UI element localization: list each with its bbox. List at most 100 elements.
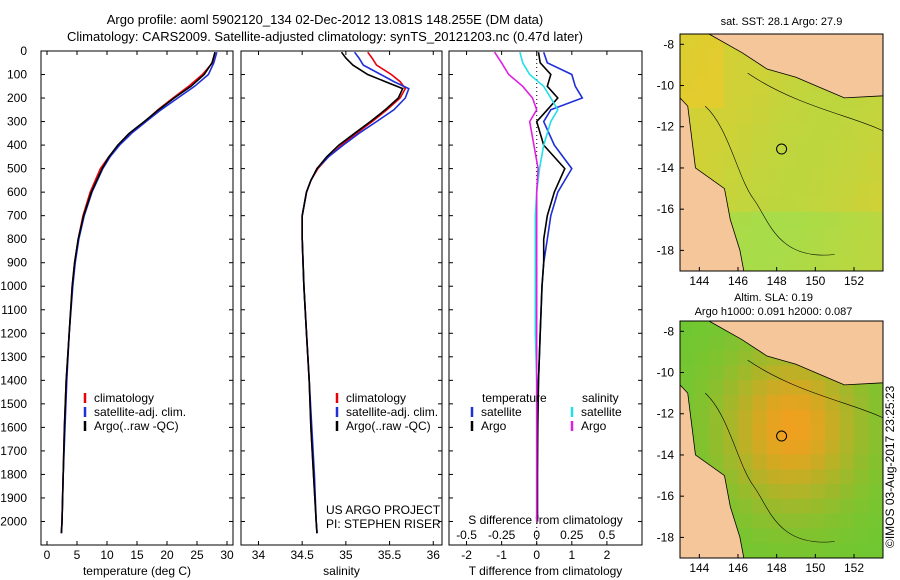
sea-cell (854, 483, 869, 500)
sea-cell (752, 528, 768, 544)
sea-cell (839, 543, 855, 559)
sea-cell (738, 350, 753, 366)
sea-cell (796, 483, 811, 500)
sea-cell (810, 93, 826, 109)
sea-cell (810, 395, 826, 411)
sea-cell (796, 528, 811, 544)
sea-cell (752, 256, 768, 272)
sea-cell (781, 365, 797, 381)
sea-cell (767, 528, 782, 544)
sea-cell (752, 241, 768, 257)
series-argo-raw-qc- (301, 51, 404, 534)
sea-cell (825, 498, 840, 515)
legend-entry: Argo(..raw -QC) (94, 419, 179, 433)
sea-cell (868, 122, 884, 139)
sea-cell (738, 137, 753, 153)
sea-cell (796, 424, 811, 440)
lat-tick-label: -8 (663, 324, 674, 338)
s-tick-label: 0.25 (560, 528, 584, 542)
sea-cell (694, 108, 710, 124)
lon-tick-label: 150 (805, 561, 825, 575)
sea-cell (854, 196, 869, 213)
x-tick-label: 5 (74, 548, 81, 562)
sea-cell (796, 409, 811, 426)
sea-cell (752, 498, 768, 515)
x-tick-label: 30 (220, 548, 234, 562)
figure-title-line-1: Argo profile: aoml 5902120_134 02-Dec-20… (106, 12, 544, 27)
sea-cell (825, 167, 840, 183)
difference-panel: -2 -1 0 1 2 T difference from climatology -0.5… (448, 50, 643, 578)
sea-cell (781, 226, 797, 242)
sea-cell (767, 424, 782, 440)
sea-cell (868, 241, 884, 257)
sea-cell (810, 182, 826, 198)
sea-cell (709, 108, 724, 124)
sea-cell (709, 137, 724, 153)
sea-cell (854, 528, 869, 544)
sea-cell (723, 122, 739, 139)
sea-cell (738, 513, 753, 529)
sea-cell (752, 93, 768, 109)
sea-cell (752, 469, 768, 485)
sea-cell (767, 380, 782, 396)
sea-cell (767, 365, 782, 381)
sea-cell (854, 241, 869, 257)
depth-tick-label: 1000 (0, 279, 27, 293)
difference-frame (448, 50, 643, 546)
lat-tick-label: -12 (657, 120, 675, 134)
x-tick-label: 0 (533, 548, 540, 562)
sea-cell (810, 196, 826, 213)
sst_map-panel: 144 146 148 150 152 -8 -10 -12 -14 -16 -18 sat. SST… (657, 16, 884, 288)
sea-cell (694, 48, 710, 65)
sea-cell (781, 137, 797, 153)
sea-cell (738, 122, 753, 139)
depth-tick-label: 300 (7, 115, 27, 129)
sea-cell (825, 409, 840, 426)
sea-cell (694, 424, 710, 440)
sea-cell (767, 78, 782, 94)
x-tick-label: 1 (568, 548, 575, 562)
sea-cell (680, 335, 695, 352)
sea-cell (723, 350, 739, 366)
sla-map-subtitle: Argo h1000: 0.091 h2000: 0.087 (695, 306, 853, 318)
sea-cell (839, 196, 855, 213)
depth-contour (747, 359, 884, 419)
sea-cell (694, 395, 710, 411)
sea-cell (680, 48, 695, 65)
sea-cell (796, 122, 811, 139)
sea-cell (796, 108, 811, 124)
depth-tick-label: 400 (7, 138, 27, 152)
sea-cell (868, 211, 884, 228)
sea-cell (868, 483, 884, 500)
sea-cell (738, 182, 753, 198)
sea-cell (868, 380, 884, 396)
sst-map-title: sat. SST: 28.1 Argo: 27.9 (721, 16, 843, 28)
sea-cell (709, 48, 724, 65)
sea-cell (796, 380, 811, 396)
sea-cell (810, 241, 826, 257)
sea-cell (694, 350, 710, 366)
sea-cell (854, 226, 869, 242)
sea-cell (781, 469, 797, 485)
sea-cell (738, 409, 753, 426)
lat-tick-label: -12 (657, 407, 675, 421)
sea-cell (723, 182, 739, 198)
sea-cell (738, 528, 753, 544)
sea-cell (781, 108, 797, 124)
map-frame (679, 33, 884, 272)
sea-cell (839, 182, 855, 198)
lat-tick-label: -18 (657, 530, 675, 544)
sea-cell (825, 226, 840, 242)
sea-cell (709, 122, 724, 139)
depth-tick-label: 100 (7, 68, 27, 82)
sla_map-panel: 144 146 148 150 152 -8 -10 -12 -14 -16 -18 Altim. S… (657, 292, 884, 575)
sea-cell (709, 365, 724, 381)
depth-tick-label: 1100 (1, 303, 27, 317)
depth-tick-label: 1500 (0, 397, 27, 411)
sea-cell (781, 528, 797, 544)
sea-cell (796, 137, 811, 153)
sea-cell (825, 211, 840, 228)
sea-cell (752, 196, 768, 213)
x-tick-label: 34.5 (290, 548, 314, 562)
map-frame (679, 320, 884, 559)
